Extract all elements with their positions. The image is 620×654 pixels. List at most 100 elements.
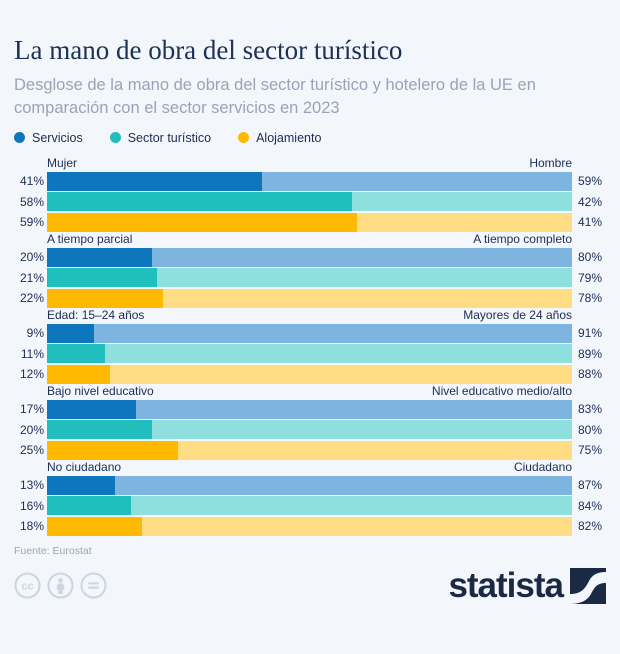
value-label-left: 17% (19, 402, 44, 417)
legend-dot-icon (14, 132, 25, 144)
bar-group: Bajo nivel educativo Nivel educativo medi… (14, 383, 606, 461)
bar-row: 17% 83% (14, 399, 606, 419)
bar-fill (47, 496, 131, 516)
cc-by-icon[interactable] (47, 572, 74, 599)
bar-row: 11% 89% (14, 344, 606, 364)
bar-track (47, 496, 572, 516)
value-label-left: 59% (19, 215, 44, 230)
value-label-left: 22% (19, 291, 44, 306)
bar-fill (47, 323, 95, 343)
svg-text:cc: cc (21, 581, 33, 593)
cc-icon[interactable]: cc (14, 572, 41, 599)
bar-row: 58% 42% (14, 192, 606, 212)
legend-item: Servicios (14, 131, 83, 145)
value-label-left: 21% (19, 270, 44, 285)
bar-group: No ciudadano Ciudadano 13% 87% 16% 84% 18% 82% (14, 459, 606, 537)
bar-fill (47, 288, 163, 308)
footer: cc statista (14, 566, 606, 606)
cc-nd-icon[interactable] (80, 572, 107, 599)
group-header: Mujer Hombre (47, 155, 572, 172)
bar-row: 20% 80% (14, 420, 606, 440)
group-label-right: Mayores de 24 años (463, 307, 572, 322)
bar-track (47, 399, 572, 419)
bar-track (47, 247, 572, 267)
value-label-left: 9% (26, 326, 44, 341)
bar-row: 59% 41% (14, 212, 606, 232)
value-label-right: 80% (578, 422, 603, 437)
group-header: No ciudadano Ciudadano (47, 459, 572, 476)
legend-label: Servicios (32, 130, 83, 145)
value-label-right: 80% (578, 250, 603, 265)
value-label-right: 83% (578, 402, 603, 417)
bar-track (47, 212, 572, 232)
bar-fill (47, 212, 357, 232)
value-label-right: 89% (578, 346, 603, 361)
value-label-right: 41% (578, 215, 603, 230)
chart-subtitle: Desglose de la mano de obra del sector t… (14, 76, 536, 118)
bar-track (47, 171, 572, 191)
legend-label: Alojamiento (256, 130, 322, 145)
bar-fill (47, 247, 152, 267)
value-label-left: 16% (19, 498, 44, 513)
group-label-right: Hombre (529, 155, 572, 170)
statista-logo[interactable]: statista (448, 566, 606, 606)
bar-track (47, 268, 572, 288)
bar-row: 22% 78% (14, 288, 606, 308)
value-label-right: 91% (578, 326, 603, 341)
value-label-right: 59% (578, 174, 603, 189)
bar-row: 13% 87% (14, 475, 606, 495)
bar-track (47, 364, 572, 384)
bar-group: Mujer Hombre 41% 59% 58% 42% 59% 41% (14, 155, 606, 233)
value-label-right: 84% (578, 498, 603, 513)
bar-track (47, 192, 572, 212)
bar-row: 9% 91% (14, 323, 606, 343)
bar-row: 25% 75% (14, 440, 606, 460)
value-label-right: 79% (578, 270, 603, 285)
legend-label: Sector turístico (127, 130, 212, 145)
bar-row: 18% 82% (14, 516, 606, 536)
value-label-left: 18% (19, 519, 44, 534)
bar-fill (47, 192, 352, 212)
bar-fill (47, 440, 179, 460)
bar-fill (47, 344, 105, 364)
group-label-right: Nivel educativo medio/alto (431, 383, 572, 398)
legend-dot-icon (238, 132, 250, 144)
value-label-left: 25% (19, 443, 44, 458)
statista-logo-mark-icon (570, 567, 606, 604)
value-label-right: 87% (578, 478, 603, 493)
value-label-left: 20% (19, 422, 44, 437)
group-label-left: Mujer (47, 155, 78, 170)
bar-group: A tiempo parcial A tiempo completo 20% 80% 2… (14, 231, 606, 309)
bar-track (47, 420, 572, 440)
legend-item: Alojamiento (238, 131, 321, 145)
bar-group: Edad: 15–24 años Mayores de 24 años 9% 91% 1… (14, 307, 606, 385)
value-label-right: 42% (578, 194, 603, 209)
bar-row: 12% 88% (14, 364, 606, 384)
bar-fill (47, 475, 116, 495)
value-label-right: 88% (578, 367, 603, 382)
group-header: Bajo nivel educativo Nivel educativo medi… (47, 383, 572, 400)
bar-fill (47, 420, 152, 440)
bar-row: 21% 79% (14, 268, 606, 288)
bar-track (47, 475, 572, 495)
group-label-left: Edad: 15–24 años (47, 307, 145, 322)
value-label-left: 41% (19, 174, 44, 189)
bar-track (47, 440, 572, 460)
group-header: A tiempo parcial A tiempo completo (47, 231, 572, 248)
bar-fill (47, 364, 110, 384)
legend-dot-icon (109, 132, 121, 144)
bar-track (47, 516, 572, 536)
bar-fill (47, 268, 158, 288)
value-label-left: 13% (19, 478, 44, 493)
infographic: La mano de obra del sector turístico Des… (0, 34, 620, 604)
value-label-left: 20% (19, 250, 44, 265)
value-label-right: 75% (578, 443, 603, 458)
value-label-left: 12% (19, 367, 44, 382)
bar-row: 20% 80% (14, 247, 606, 267)
group-label-left: A tiempo parcial (47, 231, 133, 246)
value-label-left: 58% (19, 194, 44, 209)
legend-item: Sector turístico (109, 130, 212, 145)
statista-logo-text: statista (448, 566, 564, 606)
group-label-left: No ciudadano (47, 459, 122, 474)
group-label-right: Ciudadano (513, 459, 572, 474)
